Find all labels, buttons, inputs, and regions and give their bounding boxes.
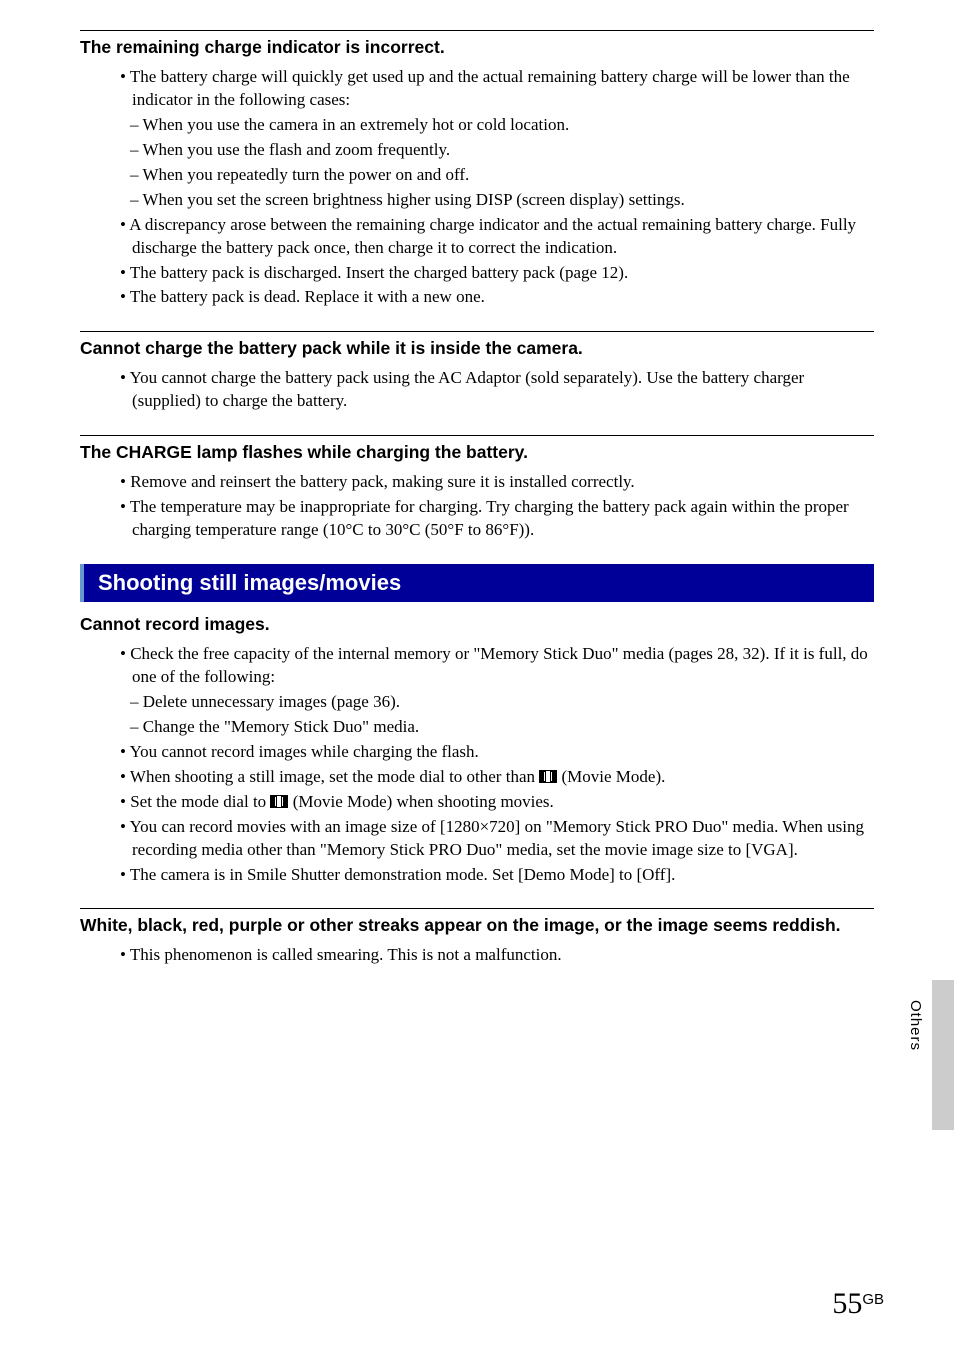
- bullet-item: Remove and reinsert the battery pack, ma…: [120, 471, 874, 494]
- dash-item: When you use the camera in an extremely …: [130, 114, 874, 137]
- bullet-item: You cannot charge the battery pack using…: [120, 367, 874, 413]
- dash-item: When you repeatedly turn the power on an…: [130, 164, 874, 187]
- bullet-item: The battery pack is dead. Replace it wit…: [120, 286, 874, 309]
- issue-title: The remaining charge indicator is incorr…: [80, 37, 874, 58]
- page-number: 55GB: [832, 1287, 884, 1321]
- issue-title: Cannot charge the battery pack while it …: [80, 338, 874, 359]
- divider: [80, 30, 874, 31]
- issue-title: The CHARGE lamp flashes while charging t…: [80, 442, 874, 463]
- bullet-item: The camera is in Smile Shutter demonstra…: [120, 864, 874, 887]
- divider: [80, 435, 874, 436]
- dash-list: Delete unnecessary images (page 36). Cha…: [120, 691, 874, 739]
- movie-mode-icon: [539, 770, 557, 783]
- bullet-item: The battery pack is discharged. Insert t…: [120, 262, 874, 285]
- divider: [80, 908, 874, 909]
- text-before-icon: When shooting a still image, set the mod…: [130, 767, 539, 786]
- page-number-value: 55: [832, 1287, 862, 1320]
- bullet-item: The temperature may be inappropriate for…: [120, 496, 874, 542]
- bullet-item: A discrepancy arose between the remainin…: [120, 214, 874, 260]
- dash-item: When you use the flash and zoom frequent…: [130, 139, 874, 162]
- dash-list: When you use the camera in an extremely …: [120, 114, 874, 212]
- bullet-item: You can record movies with an image size…: [120, 816, 874, 862]
- bullet-list: This phenomenon is called smearing. This…: [80, 944, 874, 967]
- issue-section: Cannot charge the battery pack while it …: [80, 331, 874, 413]
- bullet-item: When shooting a still image, set the mod…: [120, 766, 874, 789]
- side-tab: [932, 980, 954, 1130]
- section-heading-bar: Shooting still images/movies: [80, 564, 874, 602]
- issue-section: White, black, red, purple or other strea…: [80, 908, 874, 967]
- bullet-list: Check the free capacity of the internal …: [80, 643, 874, 886]
- text-after-icon: (Movie Mode) when shooting movies.: [288, 792, 553, 811]
- bullet-list: Remove and reinsert the battery pack, ma…: [80, 471, 874, 542]
- bullet-item: Check the free capacity of the internal …: [120, 643, 874, 689]
- movie-mode-icon: [270, 795, 288, 808]
- issue-section: Cannot record images. Check the free cap…: [80, 614, 874, 886]
- text-before-icon: Set the mode dial to: [130, 792, 270, 811]
- bullet-item: Set the mode dial to (Movie Mode) when s…: [120, 791, 874, 814]
- bullet-item: The battery charge will quickly get used…: [120, 66, 874, 112]
- issue-title: Cannot record images.: [80, 614, 874, 635]
- issue-section: The CHARGE lamp flashes while charging t…: [80, 435, 874, 542]
- side-tab-label: Others: [907, 1000, 924, 1051]
- page-number-suffix: GB: [862, 1291, 884, 1308]
- dash-item: When you set the screen brightness highe…: [130, 189, 874, 212]
- dash-item: Delete unnecessary images (page 36).: [130, 691, 874, 714]
- bullet-list: You cannot charge the battery pack using…: [80, 367, 874, 413]
- bullet-item: This phenomenon is called smearing. This…: [120, 944, 874, 967]
- dash-item: Change the "Memory Stick Duo" media.: [130, 716, 874, 739]
- divider: [80, 331, 874, 332]
- issue-section: The remaining charge indicator is incorr…: [80, 30, 874, 309]
- bullet-list: The battery charge will quickly get used…: [80, 66, 874, 309]
- issue-title: White, black, red, purple or other strea…: [80, 915, 874, 936]
- text-after-icon: (Movie Mode).: [557, 767, 665, 786]
- bullet-item: You cannot record images while charging …: [120, 741, 874, 764]
